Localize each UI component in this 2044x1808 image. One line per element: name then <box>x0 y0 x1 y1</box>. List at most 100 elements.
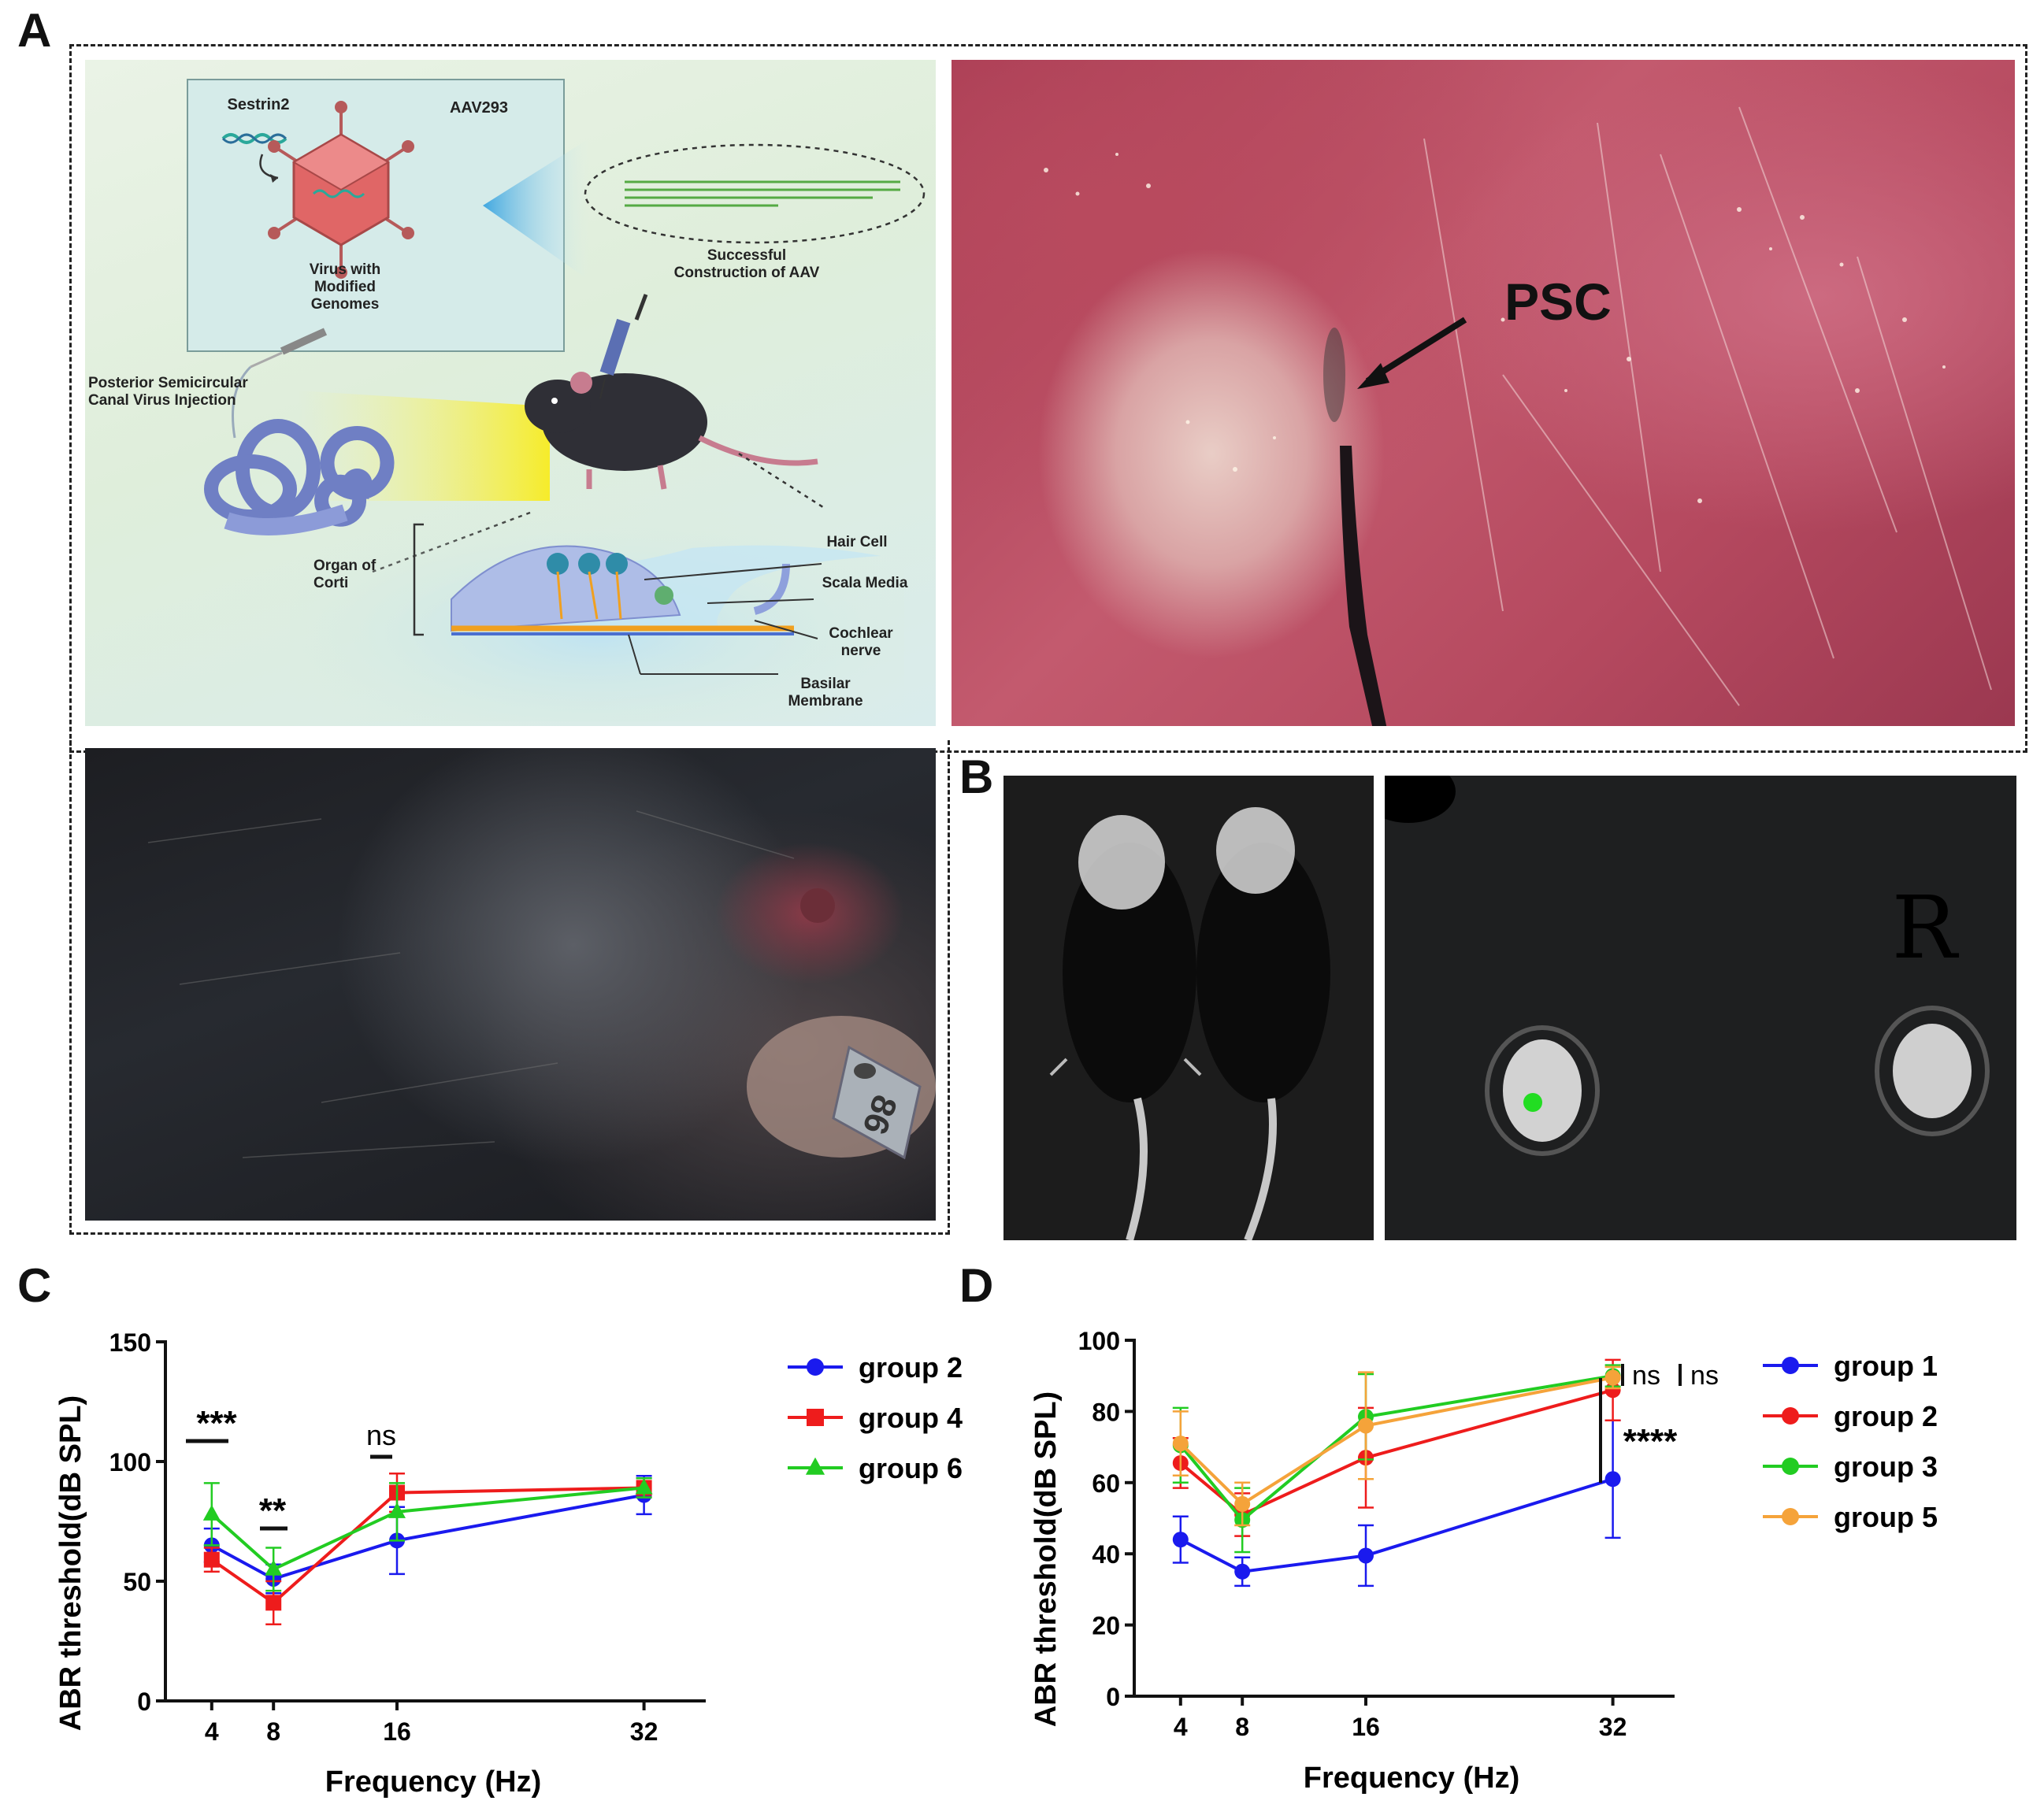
chart-c-series-3 <box>202 1477 653 1592</box>
chart-d-point <box>1604 1369 1621 1386</box>
chart-c-point <box>265 1595 282 1611</box>
chart-d-annot-2: ns <box>1690 1361 1719 1391</box>
chart-d-legend-label: group 3 <box>1834 1450 1938 1483</box>
chart-c-series-line <box>210 1486 644 1605</box>
chart-d-point <box>1358 1547 1374 1564</box>
chart-d-series-line <box>1179 1388 1614 1517</box>
chart-c-ylabel: ABR threshold(dB SPL) <box>54 1395 87 1731</box>
syringe-icon-large <box>599 294 648 399</box>
chart-d-legend: group 1 group 2 group 3 group 5 <box>1763 1350 1938 1533</box>
panel-a-border-bottom <box>69 740 950 1235</box>
mice-fluorescence-photo <box>1003 776 1374 1240</box>
chart-d-legend-label: group 5 <box>1834 1501 1938 1533</box>
chart-d-point <box>1172 1436 1189 1452</box>
chart-d-point <box>1172 1532 1189 1548</box>
mouse-head-svg <box>147 810 936 1160</box>
scala-media-label: Scala Media <box>822 575 908 591</box>
chart-d-legend-marker <box>1782 1508 1799 1525</box>
chart-c-xlabel: Frequency (Hz) <box>325 1765 541 1799</box>
ear-tag-icon <box>832 1045 922 1160</box>
mouse-right-icon <box>1196 807 1330 1240</box>
chart-d-legend-marker <box>1782 1458 1799 1475</box>
chart-d-xtick-label: 16 <box>1352 1713 1380 1741</box>
chart-d-ylabel: ABR threshold(dB SPL) <box>1029 1391 1063 1727</box>
cochlea-right-icon <box>1875 1006 1990 1136</box>
chart-c-series-line <box>210 1493 644 1581</box>
ear-side-mark: R <box>1891 877 1957 978</box>
chart-c-legend-label: group 4 <box>859 1402 963 1434</box>
chart-d-point <box>1234 1563 1251 1580</box>
cochlea-icon <box>204 419 395 527</box>
chart-c-ytick-label: 150 <box>109 1328 151 1357</box>
syringe-icon-small <box>232 328 328 439</box>
chart-c-ytick-label: 100 <box>109 1448 151 1476</box>
chart-d-ytick-label: 80 <box>1092 1398 1120 1426</box>
chart-c-legend-label: group 2 <box>859 1351 963 1384</box>
chart-c-point <box>202 1504 221 1521</box>
chart-d-legend-marker <box>1782 1407 1799 1425</box>
chart-c-legend-marker <box>805 1457 825 1475</box>
chart-d-legend-label: group 2 <box>1834 1400 1938 1432</box>
virus-caption: Virus with Modified Genomes <box>309 261 381 313</box>
chart-c-legend-label: group 6 <box>859 1452 963 1484</box>
chart-c-legend-marker <box>807 1409 824 1426</box>
chart-d-series-1 <box>1172 1419 1621 1588</box>
organ-label: Organ of Corti <box>313 558 377 591</box>
chart-c-xtick-label: 4 <box>205 1717 219 1746</box>
chart-c-annot-3: ns <box>366 1419 396 1451</box>
hair-cell-label: Hair Cell <box>826 534 888 550</box>
surgical-photo-svg <box>1044 106 1992 726</box>
psc-label: PSC <box>1504 272 1612 331</box>
chart-c-point <box>265 1559 283 1576</box>
mouse-icon <box>525 372 818 490</box>
cochlea-left-icon <box>1485 1025 1600 1156</box>
virus-icon <box>268 101 414 279</box>
construction-label: Successful Construction of AAV <box>673 247 820 281</box>
chart-c-ytick-label: 50 <box>123 1568 151 1596</box>
chart-c-point <box>388 1502 406 1518</box>
chart-d-ytick-label: 100 <box>1078 1327 1120 1355</box>
schematic-svg <box>187 79 926 721</box>
organ-of-corti-icon <box>451 545 881 635</box>
chart-d-ytick-label: 0 <box>1106 1683 1120 1711</box>
chart-c-ytick-label: 0 <box>137 1688 151 1716</box>
chart-d-annot-3: **** <box>1623 1422 1678 1461</box>
chart-d-ytick-label: 40 <box>1092 1540 1120 1569</box>
basilar-label: Basilar Membrane <box>788 676 863 709</box>
chart-d-point <box>1358 1417 1374 1434</box>
chart-d-series-3 <box>1172 1364 1621 1554</box>
chart-c-xtick-label: 8 <box>266 1717 280 1746</box>
chart-c-legend-marker <box>807 1358 824 1376</box>
chart-c-xtick-label: 16 <box>383 1717 411 1746</box>
cochlea-fluorescence-svg <box>1385 776 1990 1156</box>
chart-c: 0 50 100 150 4 8 16 32 ABR threshold(dB SPL) Fr… <box>54 1328 963 1799</box>
chart-d-annotations: ns ns **** <box>1599 1361 1719 1483</box>
chart-d-xtick-label: 8 <box>1235 1713 1249 1741</box>
chart-c-xtick-label: 32 <box>630 1717 658 1746</box>
panel-label-d: D <box>959 1259 994 1312</box>
chart-d-legend-marker <box>1782 1357 1799 1374</box>
chart-d-ytick-label: 20 <box>1092 1612 1120 1640</box>
panel-a-border-top <box>69 44 2027 753</box>
chart-d-point <box>1234 1495 1251 1512</box>
chart-c-annot-2: ** <box>259 1491 287 1530</box>
cochlea-fluorescence-photo: R <box>1385 776 2016 1240</box>
chart-d-series-line <box>1179 1477 1614 1573</box>
cochlear-nerve-label: Cochlear nerve <box>829 625 893 659</box>
chart-c-legend: group 2 group 4 group 6 <box>788 1351 963 1484</box>
chart-c-series-line <box>210 1486 644 1572</box>
panel-label-c: C <box>17 1259 52 1312</box>
chart-d-annot-1: ns <box>1632 1361 1660 1391</box>
chart-d-series-line <box>1179 1374 1613 1523</box>
chart-c-point <box>635 1478 653 1495</box>
chart-c-annotations: *** ** ns <box>186 1404 396 1531</box>
chart-d-series-line <box>1179 1376 1613 1506</box>
vector-label: AAV293 <box>449 99 509 117</box>
panel-label-a: A <box>17 4 52 57</box>
chart-c-point <box>203 1551 220 1568</box>
chart-d-series-4 <box>1172 1365 1621 1527</box>
chart-d-xtick-label: 32 <box>1599 1713 1627 1741</box>
panel-label-b: B <box>959 750 994 803</box>
gene-label: Sestrin2 <box>227 96 290 113</box>
mice-fluorescence-svg <box>1049 807 1330 1240</box>
